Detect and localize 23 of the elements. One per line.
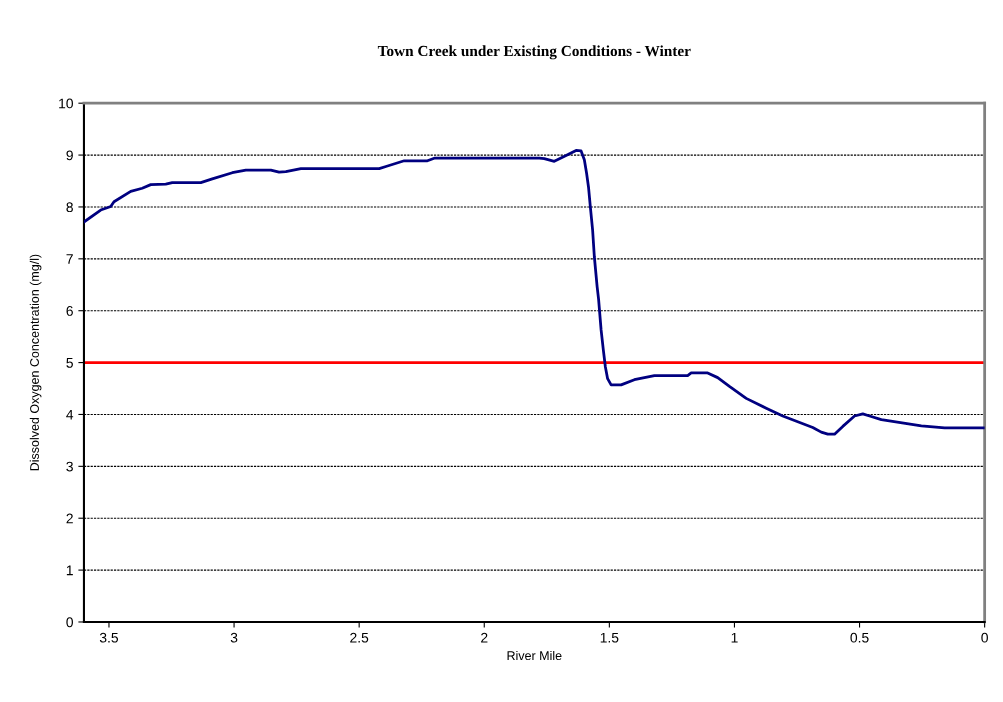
x-tick-label: 2.5 — [350, 632, 369, 643]
y-tick-label: 4 — [66, 409, 74, 420]
y-tick-label: 0 — [66, 617, 73, 628]
y-tick-label: 9 — [66, 150, 73, 161]
y-tick-label: 2 — [66, 513, 73, 524]
y-tick-label: 7 — [66, 254, 73, 264]
x-tick-label: 0.5 — [850, 632, 869, 643]
y-tick-label: 3 — [66, 461, 73, 472]
y-tick-label: 6 — [66, 306, 73, 316]
line-series — [83, 149, 985, 436]
x-axis-title: River Mile — [507, 650, 562, 661]
y-axis-title: Dissolved Oxygen Concentration (mg/l) — [29, 254, 42, 471]
chart-title: Town Creek under Existing Conditions - Winter — [377, 45, 691, 60]
x-tick-label: 3.5 — [99, 632, 119, 643]
x-tick-label: 0 — [981, 632, 988, 643]
x-tick-label: 2 — [481, 632, 488, 643]
y-tick-label: 5 — [66, 358, 73, 368]
x-tick-label: 1 — [731, 632, 738, 643]
x-tick-label: 3 — [230, 632, 238, 643]
y-tick-label: 8 — [66, 202, 73, 213]
y-tick-label: 1 — [66, 565, 73, 576]
x-tick-label: 1.5 — [600, 632, 619, 643]
y-tick-label: 10 — [59, 98, 73, 109]
